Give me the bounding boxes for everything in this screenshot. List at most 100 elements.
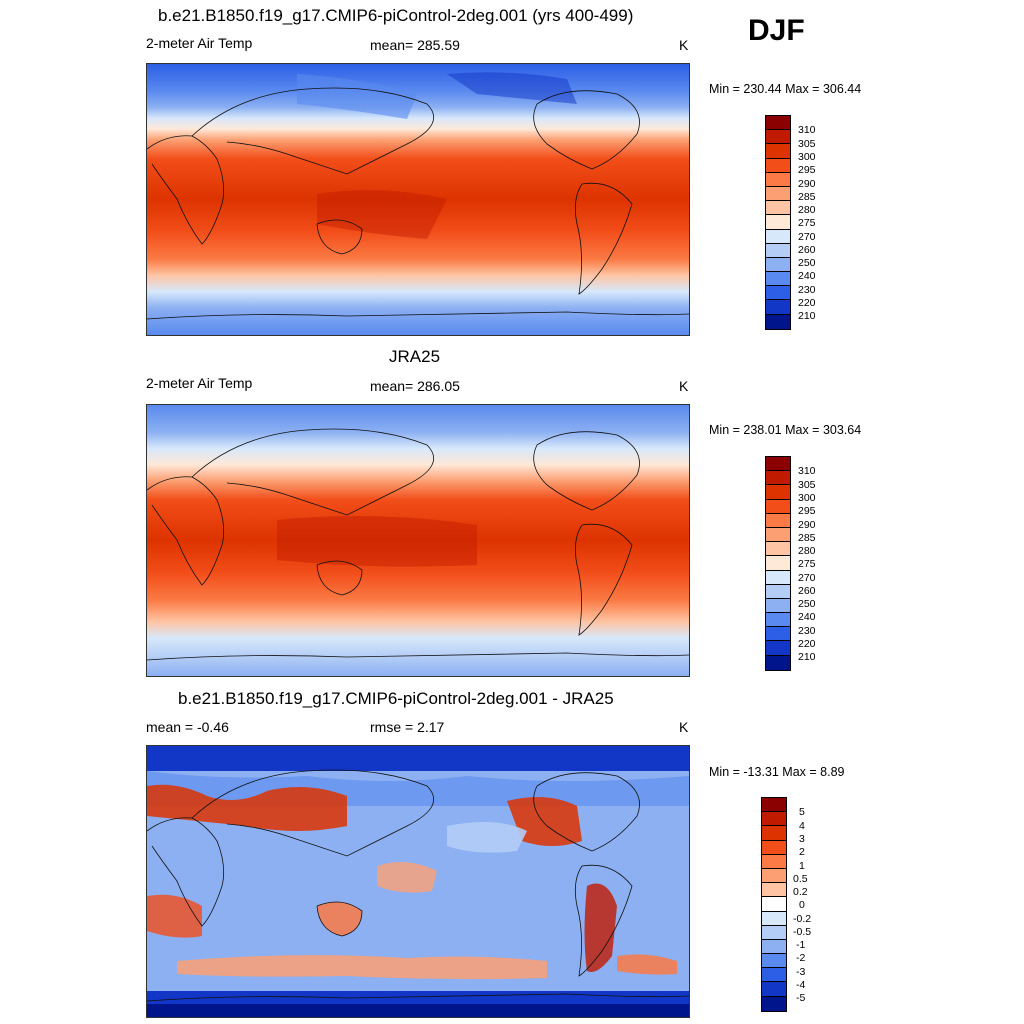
panel1-title: b.e21.B1850.f19_g17.CMIP6-piControl-2deg… bbox=[158, 6, 634, 25]
panel1-colorbar-tick: 290 bbox=[798, 178, 816, 190]
colorbar-swatch bbox=[762, 883, 786, 898]
panel2-units: K bbox=[679, 378, 689, 394]
panel1-colorbar-tick: 250 bbox=[798, 257, 816, 269]
colorbar-swatch bbox=[766, 286, 790, 301]
colorbar-swatch bbox=[766, 627, 790, 642]
panel1-colorbar-tick: 230 bbox=[798, 284, 816, 296]
panel3-colorbar-tick: -0.2 bbox=[793, 913, 812, 925]
colorbar-swatch bbox=[766, 144, 790, 159]
colorbar-swatch bbox=[766, 201, 790, 216]
panel3-rmse-label: rmse = 2.17 bbox=[370, 719, 445, 735]
colorbar-swatch bbox=[766, 641, 790, 656]
panel1-units: K bbox=[679, 37, 689, 53]
panel3-colorbar-tick: -2 bbox=[796, 952, 806, 964]
colorbar-swatch bbox=[766, 243, 790, 258]
panel2-colorbar-tick: 310 bbox=[798, 465, 816, 477]
panel1-colorbar-swatches bbox=[766, 116, 790, 329]
panel1-map bbox=[146, 63, 690, 336]
panel3-map bbox=[146, 745, 690, 1018]
panel1-colorbar-tick: 285 bbox=[798, 191, 816, 203]
colorbar-swatch bbox=[766, 116, 790, 131]
colorbar-swatch bbox=[762, 897, 786, 912]
colorbar-swatch bbox=[766, 471, 790, 486]
colorbar-swatch bbox=[762, 854, 786, 869]
colorbar-swatch bbox=[766, 485, 790, 500]
colorbar-swatch bbox=[766, 598, 790, 614]
panel2-variable-label: 2-meter Air Temp bbox=[146, 375, 253, 391]
colorbar-swatch bbox=[766, 257, 790, 273]
panel2-colorbar-tick: 290 bbox=[798, 519, 816, 531]
colorbar-swatch bbox=[762, 939, 786, 955]
colorbar-swatch bbox=[766, 527, 790, 543]
panel2-colorbar-swatches bbox=[766, 457, 790, 670]
panel1-colorbar-tick: 295 bbox=[798, 164, 816, 176]
panel2-colorbar-tick: 295 bbox=[798, 505, 816, 517]
colorbar-swatch bbox=[766, 172, 790, 187]
colorbar-swatch bbox=[762, 826, 786, 841]
panel2-colorbar-tick: 260 bbox=[798, 585, 816, 597]
panel3-colorbar bbox=[761, 797, 787, 1012]
panel3-colorbar-tick: -4 bbox=[796, 979, 806, 991]
panel2-colorbar-tick: 230 bbox=[798, 625, 816, 637]
colorbar-swatch bbox=[766, 584, 790, 599]
colorbar-swatch bbox=[766, 215, 790, 230]
panel2-colorbar-tick: 220 bbox=[798, 638, 816, 650]
panel2-colorbar-tick: 285 bbox=[798, 532, 816, 544]
panel3-colorbar-tick: 0.5 bbox=[793, 873, 808, 885]
colorbar-swatch bbox=[766, 556, 790, 571]
colorbar-swatch bbox=[766, 300, 790, 315]
panel3-colorbar-tick: 3 bbox=[799, 833, 805, 845]
panel2-minmax: Min = 238.01 Max = 303.64 bbox=[709, 423, 862, 437]
panel1-mean-label: mean= 285.59 bbox=[370, 37, 460, 53]
colorbar-swatch bbox=[766, 272, 790, 287]
panel1-colorbar-tick: 210 bbox=[798, 310, 816, 322]
panel2-colorbar-tick: 270 bbox=[798, 572, 816, 584]
panel3-minmax: Min = -13.31 Max = 8.89 bbox=[709, 765, 845, 779]
colorbar-swatch bbox=[766, 229, 790, 244]
colorbar-swatch bbox=[766, 186, 790, 202]
panel2-colorbar-tick: 305 bbox=[798, 479, 816, 491]
panel3-colorbar-tick: -3 bbox=[796, 966, 806, 978]
panel2-title: JRA25 bbox=[389, 347, 441, 366]
season-label: DJF bbox=[748, 14, 805, 47]
panel2-colorbar bbox=[765, 456, 791, 671]
panel2-colorbar-tick: 210 bbox=[798, 651, 816, 663]
colorbar-swatch bbox=[762, 925, 786, 940]
panel1-colorbar-tick: 275 bbox=[798, 217, 816, 229]
colorbar-swatch bbox=[762, 798, 786, 813]
panel1-colorbar-tick: 300 bbox=[798, 151, 816, 163]
panel1-colorbar bbox=[765, 115, 791, 330]
colorbar-swatch bbox=[762, 868, 786, 884]
panel1-colorbar-tick: 260 bbox=[798, 244, 816, 256]
colorbar-swatch bbox=[762, 996, 786, 1011]
colorbar-swatch bbox=[766, 314, 790, 329]
panel3-colorbar-tick: 1 bbox=[799, 860, 805, 872]
panel3-colorbar-tick: -5 bbox=[796, 992, 806, 1004]
colorbar-swatch bbox=[766, 130, 790, 145]
panel1-colorbar-tick: 280 bbox=[798, 204, 816, 216]
panel3-colorbar-tick: 0.2 bbox=[793, 886, 808, 898]
colorbar-swatch bbox=[766, 613, 790, 628]
panel3-colorbar-tick: -1 bbox=[796, 939, 806, 951]
panel2-mean-label: mean= 286.05 bbox=[370, 378, 460, 394]
colorbar-swatch bbox=[766, 499, 790, 514]
panel1-colorbar-tick: 270 bbox=[798, 231, 816, 243]
colorbar-swatch bbox=[766, 655, 790, 670]
panel2-colorbar-tick: 275 bbox=[798, 558, 816, 570]
colorbar-swatch bbox=[762, 911, 786, 926]
panel2-map bbox=[146, 404, 690, 677]
panel3-colorbar-tick: 5 bbox=[799, 806, 805, 818]
colorbar-swatch bbox=[762, 982, 786, 997]
panel1-colorbar-tick: 240 bbox=[798, 270, 816, 282]
panel3-title: b.e21.B1850.f19_g17.CMIP6-piControl-2deg… bbox=[178, 689, 614, 708]
panel3-colorbar-tick: 0 bbox=[799, 899, 805, 911]
colorbar-swatch bbox=[766, 570, 790, 585]
panel2-colorbar-tick: 280 bbox=[798, 545, 816, 557]
colorbar-swatch bbox=[762, 812, 786, 827]
panel3-units: K bbox=[679, 719, 689, 735]
colorbar-swatch bbox=[766, 542, 790, 557]
panel3-mean-label: mean = -0.46 bbox=[146, 719, 229, 735]
colorbar-swatch bbox=[766, 513, 790, 528]
colorbar-swatch bbox=[762, 968, 786, 983]
panel3-colorbar-tick: 4 bbox=[799, 820, 805, 832]
